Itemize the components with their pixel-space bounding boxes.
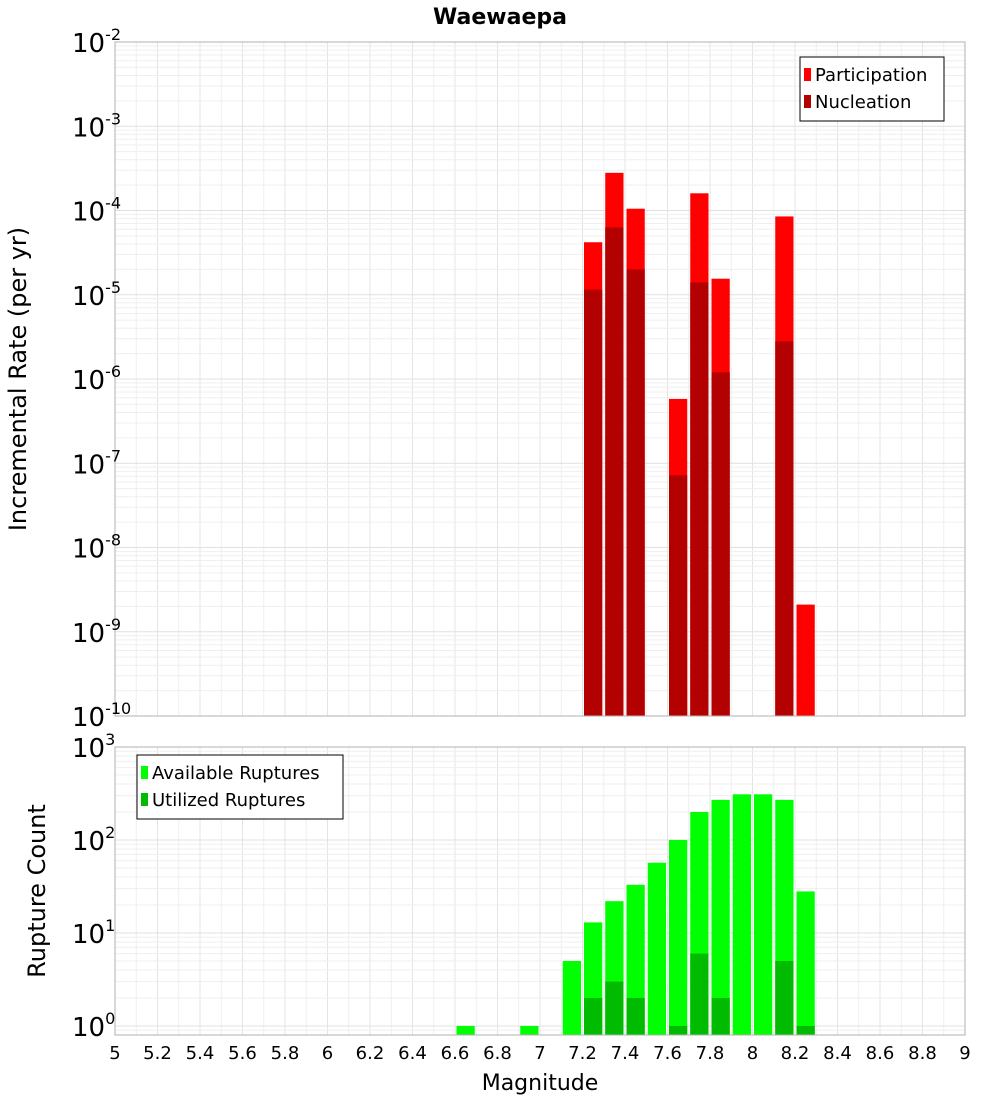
x-tick-label: 5.6 <box>228 1043 257 1064</box>
top-y-tick-label: 10-2 <box>72 25 121 59</box>
x-tick-label: 6.6 <box>441 1043 470 1064</box>
bottom-bar-utilized-ruptures <box>796 1025 815 1035</box>
x-ticks: 5 5.2 5.4 5.6 5.8 6 6.2 6.4 6.6 6.8 7 7.2 7.4 7.6 7.8 8… <box>109 1043 970 1064</box>
x-tick-label: 9 <box>959 1043 970 1064</box>
x-tick-label: 7.8 <box>696 1043 725 1064</box>
bottom-bar-utilized-ruptures <box>626 997 645 1035</box>
bottom-bar-available-ruptures <box>796 891 815 1035</box>
bottom-bar-utilized-ruptures <box>669 1025 688 1035</box>
bottom-legend-label: Utilized Ruptures <box>152 790 305 811</box>
top-bar-nucleation <box>605 227 624 716</box>
bottom-bar-utilized-ruptures <box>605 981 624 1035</box>
x-tick-label: 6.8 <box>483 1043 512 1064</box>
top-bar-nucleation <box>690 282 709 716</box>
bottom-bar-utilized-ruptures <box>690 953 709 1035</box>
x-tick-label: 6.4 <box>398 1043 427 1064</box>
x-tick-label: 7 <box>534 1043 545 1064</box>
top-legend-label: Participation <box>815 65 927 86</box>
bottom-bar-available-ruptures <box>520 1025 539 1035</box>
top-bar-nucleation <box>711 372 730 716</box>
top-y-tick-label: 10-7 <box>72 446 121 480</box>
top-y-axis-label: Incremental Rate (per yr) <box>4 227 32 531</box>
top-legend-swatch <box>804 68 811 81</box>
bottom-bar-utilized-ruptures <box>711 997 730 1035</box>
bottom-bar-available-ruptures <box>647 862 666 1035</box>
bottom-plot-border <box>114 746 966 1036</box>
top-y-tick-label: 10-8 <box>72 531 121 565</box>
bottom-y-ticks: 100 101 102 103 <box>72 730 115 1043</box>
top-chart: 10-10 10-9 10-8 10-7 10-6 10-5 10-4 10-3 10-2 Inc… <box>4 5 966 733</box>
x-tick-label: 7.2 <box>568 1043 597 1064</box>
bottom-series-available-ruptures <box>456 794 815 1035</box>
x-tick-label: 5.2 <box>143 1043 172 1064</box>
bottom-y-tick-label: 102 <box>72 823 115 857</box>
bottom-bar-available-ruptures <box>711 799 730 1035</box>
top-bar-nucleation <box>669 475 688 716</box>
bottom-grid <box>114 746 966 1036</box>
bottom-bar-utilized-ruptures <box>584 997 603 1035</box>
top-grid <box>114 41 966 717</box>
chart-title: Waewaepa <box>433 5 567 30</box>
top-bar-nucleation <box>626 269 645 716</box>
bottom-bar-available-ruptures <box>626 884 645 1035</box>
bottom-series-utilized-ruptures <box>584 953 815 1035</box>
x-tick-label: 5.4 <box>186 1043 215 1064</box>
bottom-legend-swatch <box>141 793 148 806</box>
top-bar-participation <box>796 604 815 716</box>
bottom-bar-utilized-ruptures <box>775 960 794 1035</box>
x-tick-label: 7.4 <box>611 1043 640 1064</box>
bottom-legend-label: Available Ruptures <box>152 763 320 784</box>
bottom-y-tick-label: 101 <box>72 916 115 950</box>
bottom-y-tick-label: 100 <box>72 1009 115 1043</box>
bottom-legend-box <box>136 754 344 820</box>
bottom-bar-available-ruptures <box>669 839 688 1035</box>
top-y-tick-label: 10-3 <box>72 109 121 143</box>
x-tick-label: 6.2 <box>356 1043 385 1064</box>
x-tick-label: 6 <box>322 1043 333 1064</box>
bottom-legend: Available Ruptures Utilized Ruptures <box>136 754 344 820</box>
top-bar-nucleation <box>584 289 603 716</box>
bottom-legend-swatch <box>141 766 148 779</box>
top-y-tick-label: 10-9 <box>72 615 121 649</box>
bottom-bar-available-ruptures <box>456 1025 475 1035</box>
x-tick-label: 8.6 <box>866 1043 895 1064</box>
x-axis-label: Magnitude <box>482 1071 599 1096</box>
top-legend-swatch <box>804 95 811 108</box>
x-tick-label: 5 <box>109 1043 120 1064</box>
top-y-tick-label: 10-5 <box>72 278 121 312</box>
x-tick-label: 8.4 <box>823 1043 852 1064</box>
bottom-chart: 100 101 102 103 Rupture Count Available Ruptu… <box>23 730 971 1096</box>
top-series-nucleation <box>584 227 794 716</box>
top-plot-border <box>114 41 966 717</box>
top-y-tick-label: 10-4 <box>72 194 121 228</box>
top-legend: Participation Nucleation <box>799 56 945 122</box>
bottom-bar-available-ruptures <box>754 794 773 1035</box>
bottom-bar-available-ruptures <box>732 794 751 1035</box>
bottom-bar-available-ruptures <box>562 960 581 1035</box>
x-tick-label: 8.2 <box>781 1043 810 1064</box>
x-tick-label: 8 <box>747 1043 758 1064</box>
top-y-tick-label: 10-6 <box>72 362 121 396</box>
bottom-y-axis-label: Rupture Count <box>23 804 51 978</box>
x-tick-label: 5.8 <box>271 1043 300 1064</box>
top-legend-label: Nucleation <box>815 92 911 113</box>
x-tick-label: 7.6 <box>653 1043 682 1064</box>
bottom-y-tick-label: 103 <box>72 730 115 764</box>
top-y-tick-label: 10-10 <box>72 699 131 733</box>
top-legend-box <box>799 56 945 122</box>
top-y-ticks: 10-10 10-9 10-8 10-7 10-6 10-5 10-4 10-3 10-2 <box>72 25 131 733</box>
x-tick-label: 8.8 <box>908 1043 937 1064</box>
top-bar-nucleation <box>775 341 794 716</box>
